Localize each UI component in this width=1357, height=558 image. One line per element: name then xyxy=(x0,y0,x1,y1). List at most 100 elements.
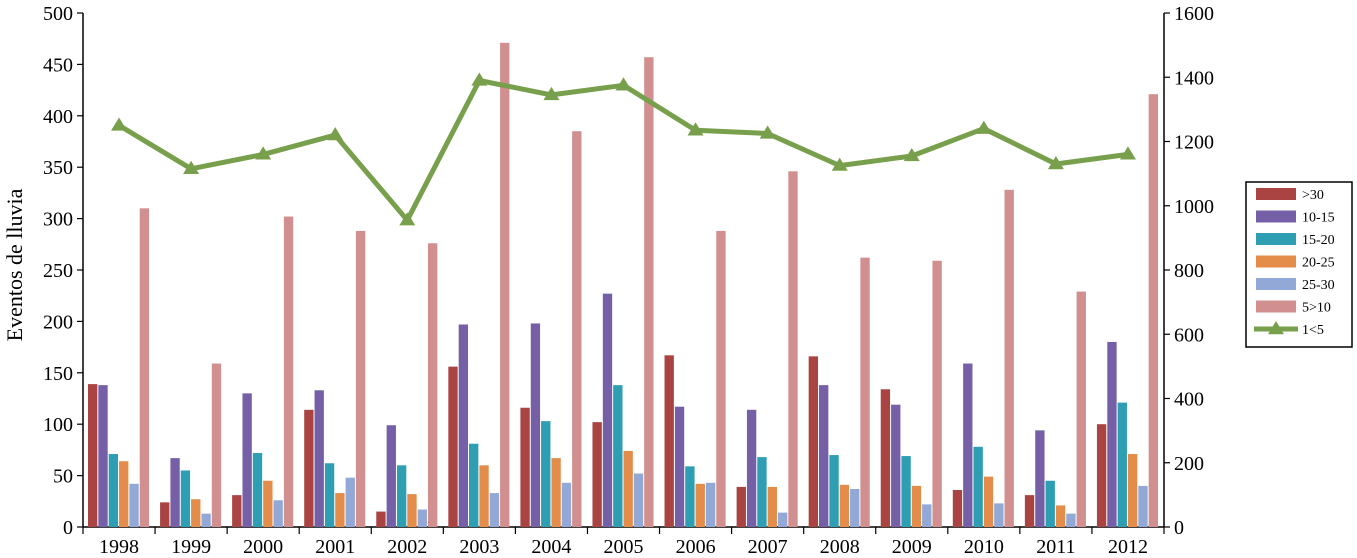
line-series-1-5 xyxy=(117,78,1129,223)
bar-30-2003 xyxy=(448,366,458,527)
legend-label: 5>10 xyxy=(1302,301,1331,316)
bar-20-25-2003 xyxy=(479,465,489,527)
line-point-2006 xyxy=(687,122,704,136)
bar-30-2002 xyxy=(376,511,386,527)
bar-25-30-2002 xyxy=(417,509,427,527)
bar-30-2009 xyxy=(880,389,891,527)
bar-5-10-2002 xyxy=(427,243,438,527)
bar-25-30-2000 xyxy=(273,500,283,527)
y2-tick-label: 0 xyxy=(1174,517,1184,539)
bar-25-30-2006 xyxy=(705,482,716,527)
bar-10-15-2010 xyxy=(963,363,973,527)
bar-20-25-2002 xyxy=(407,494,417,527)
x-tick-label: 2001 xyxy=(315,536,355,558)
bar-25-30-2004 xyxy=(561,482,572,527)
x-tick-label: 2011 xyxy=(1036,536,1075,558)
line-point-2004 xyxy=(543,86,560,101)
legend-swatch xyxy=(1256,233,1296,245)
bar-15-20-1998 xyxy=(108,454,119,527)
bar-20-25-2011 xyxy=(1055,505,1066,527)
x-tick-label: 1999 xyxy=(171,536,211,558)
legend-label: 1<5 xyxy=(1302,323,1324,338)
line-point-2003 xyxy=(471,72,488,86)
legend-marker xyxy=(1268,321,1284,335)
bar-25-30-2005 xyxy=(633,473,644,527)
x-tick-label: 2008 xyxy=(820,536,860,558)
bar-25-30-1998 xyxy=(129,483,139,527)
bar-15-20-2004 xyxy=(541,421,551,527)
bar-10-15-1998 xyxy=(98,385,108,527)
line-point-2005 xyxy=(615,77,632,91)
line-point-2007 xyxy=(759,125,776,139)
x-tick-label: 2000 xyxy=(243,536,283,558)
x-tick-label: 2012 xyxy=(1108,536,1148,558)
bar-10-15-2008 xyxy=(819,385,829,527)
chart-legend: >30 10-15 15-20 20-25 25-30 5>10 1<5 xyxy=(1245,181,1353,348)
bar-10-15-2009 xyxy=(891,404,901,527)
bar-20-25-2007 xyxy=(767,486,777,527)
legend-label: 10-15 xyxy=(1302,211,1335,226)
y2-tick-label: 1400 xyxy=(1174,67,1214,89)
line-point-2000 xyxy=(255,146,272,160)
y-tick-label: 50 xyxy=(53,466,73,488)
y-tick-label: 350 xyxy=(43,157,73,179)
bar-5-10-1999 xyxy=(211,363,222,527)
bar-5-10-2006 xyxy=(716,230,726,527)
bar-30-2004 xyxy=(520,407,530,527)
bar-20-25-2006 xyxy=(695,483,705,527)
bar-25-30-2011 xyxy=(1066,513,1076,527)
y2-tick-label: 1600 xyxy=(1174,3,1214,25)
y2-tick-label: 600 xyxy=(1174,324,1204,346)
y2-tick-label: 400 xyxy=(1174,389,1204,411)
y-tick-label: 300 xyxy=(43,209,73,231)
line-point-2002 xyxy=(399,212,416,226)
y-tick-label: 100 xyxy=(43,414,73,436)
y-tick-label: 450 xyxy=(43,54,73,76)
legend-swatch xyxy=(1256,255,1296,268)
legend-swatch xyxy=(1256,188,1296,200)
bar-15-20-2011 xyxy=(1045,480,1055,527)
bar-5-10-2004 xyxy=(572,131,582,527)
bar-15-20-2010 xyxy=(973,446,983,527)
bar-30-2012 xyxy=(1096,424,1107,527)
y-tick-label: 500 xyxy=(43,3,73,25)
bar-15-20-2001 xyxy=(324,463,335,527)
bar-5-10-2000 xyxy=(283,216,294,528)
y2-tick-label: 200 xyxy=(1174,453,1204,475)
bar-5-10-2008 xyxy=(860,257,870,527)
bar-10-15-2001 xyxy=(314,390,324,527)
bar-30-2010 xyxy=(952,489,963,527)
y-tick-label: 200 xyxy=(43,311,73,333)
bar-30-2008 xyxy=(808,356,819,527)
y2-tick-label: 800 xyxy=(1174,260,1204,282)
bar-20-25-1998 xyxy=(119,461,129,527)
y-tick-label: 0 xyxy=(63,517,73,539)
bar-10-15-2012 xyxy=(1107,341,1117,527)
bar-30-2011 xyxy=(1024,495,1035,527)
bar-20-25-2001 xyxy=(335,493,345,527)
x-tick-label: 2009 xyxy=(892,536,932,558)
bar-10-15-2006 xyxy=(674,406,685,527)
bar-25-30-2007 xyxy=(777,512,788,527)
bar-20-25-2000 xyxy=(263,480,273,527)
bar-30-2005 xyxy=(592,422,602,527)
y2-tick-label: 1000 xyxy=(1174,196,1214,218)
line-point-2009 xyxy=(903,147,920,162)
y2-tick-label: 1200 xyxy=(1174,132,1214,154)
x-tick-label: 2007 xyxy=(748,536,788,558)
bar-30-2000 xyxy=(232,495,242,527)
bar-25-30-2012 xyxy=(1138,485,1148,527)
x-tick-label: 2005 xyxy=(604,536,644,558)
bar-25-30-2009 xyxy=(922,504,932,527)
bar-5-10-2011 xyxy=(1076,291,1086,527)
bar-10-15-2000 xyxy=(242,393,252,527)
bar-30-1999 xyxy=(160,502,170,527)
bar-15-20-2008 xyxy=(829,455,839,527)
bar-25-30-2008 xyxy=(850,488,860,527)
bar-20-25-2012 xyxy=(1127,454,1138,527)
bar-25-30-2001 xyxy=(345,477,355,527)
bar-20-25-2004 xyxy=(551,458,561,527)
legend-label: 15-20 xyxy=(1302,233,1335,248)
line-point-1998 xyxy=(111,117,128,131)
x-tick-label: 2002 xyxy=(387,536,427,558)
